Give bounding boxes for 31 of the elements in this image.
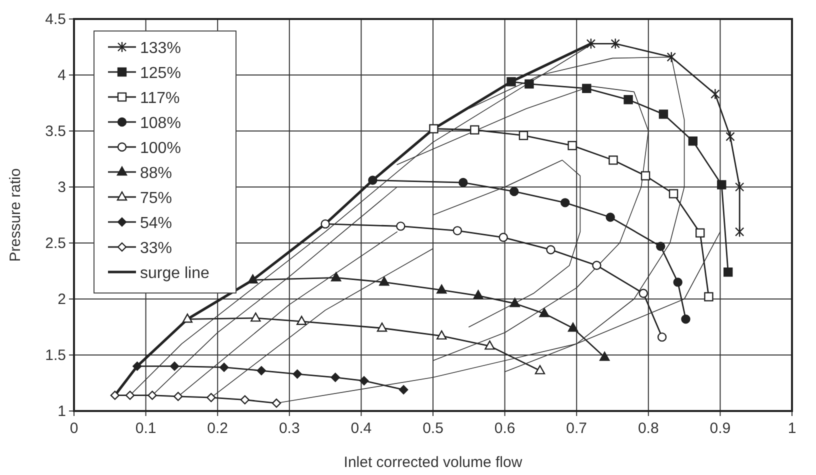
x-tick-label: 0.5 (422, 420, 444, 437)
legend-label: 54% (140, 215, 172, 232)
legend-label: 88% (140, 165, 172, 182)
legend-label: 117% (140, 90, 180, 107)
y-tick-label: 3.5 (45, 123, 66, 140)
legend-label: surge line (140, 265, 210, 282)
x-tick-label: 0.2 (207, 420, 228, 437)
x-axis-title: Inlet corrected volume flow (344, 454, 522, 471)
x-tick-label: 0.6 (494, 420, 516, 437)
x-tick-label: 0.9 (710, 420, 731, 437)
x-tick-label: 0.8 (638, 420, 659, 437)
legend-label: 125% (140, 65, 181, 82)
x-tick-label: 0.7 (566, 420, 588, 437)
x-tick-label: 0.3 (278, 420, 300, 437)
y-tick-label: 1.5 (45, 347, 66, 364)
x-tick-label: 1 (788, 420, 796, 437)
y-tick-label: 2.5 (45, 235, 66, 252)
legend-label: 75% (140, 190, 172, 207)
x-tick-label: 0.4 (350, 420, 372, 437)
y-tick-label: 4.5 (45, 11, 66, 28)
y-tick-label: 4 (58, 67, 66, 84)
x-tick-label: 0 (70, 420, 78, 437)
y-tick-label: 3 (58, 179, 66, 196)
legend-label: 108% (140, 115, 181, 132)
legend-label: 33% (140, 240, 172, 257)
y-axis-title: Pressure ratio (7, 168, 24, 262)
y-tick-label: 2 (58, 291, 66, 308)
legend-label: 100% (140, 140, 181, 157)
y-tick-label: 1 (58, 403, 66, 420)
x-tick-label: 0.1 (135, 420, 156, 437)
legend-label: 133% (140, 40, 181, 57)
